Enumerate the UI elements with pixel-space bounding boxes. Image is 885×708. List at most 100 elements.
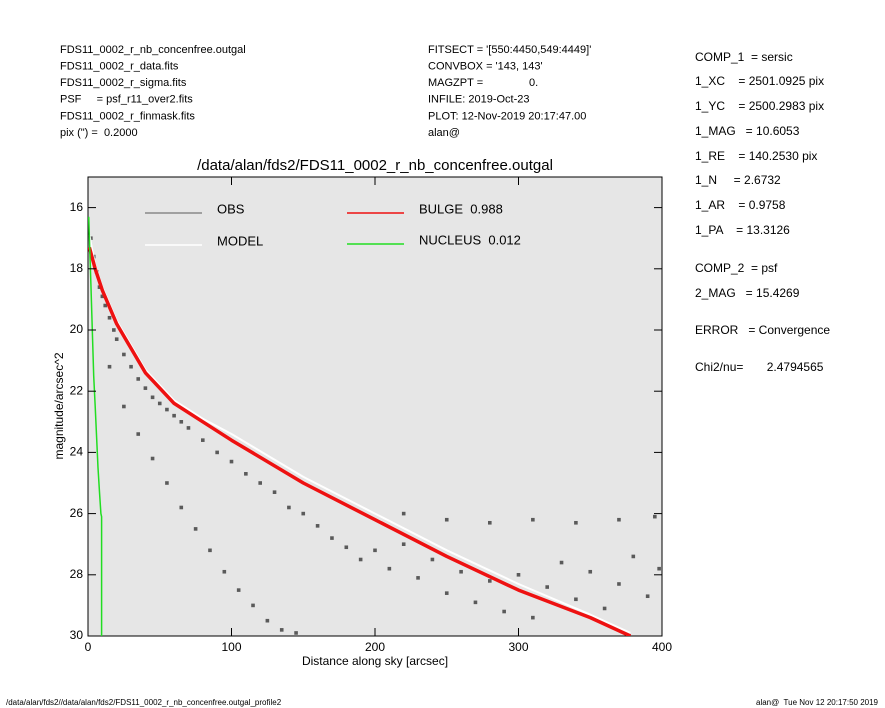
data-point (344, 545, 349, 550)
data-point (488, 579, 492, 583)
data-point (103, 303, 108, 308)
fit-parameter: 1_YC = 2500.2983 pix (695, 99, 824, 113)
data-point (265, 618, 270, 623)
data-point (657, 566, 661, 571)
data-point (150, 395, 155, 400)
data-point (653, 514, 657, 519)
x-tick-label: 400 (652, 640, 672, 654)
profile-line (88, 216, 103, 636)
data-point (179, 505, 184, 510)
data-point (602, 606, 607, 611)
y-axis-label: magnitude/arcsec^2 (52, 352, 66, 459)
data-point (574, 597, 578, 602)
legend-label: MODEL (217, 233, 263, 248)
data-point (107, 364, 112, 369)
data-point (215, 450, 219, 455)
data-point (244, 472, 248, 476)
y-tick-label: 20 (70, 322, 84, 336)
data-point (502, 609, 506, 614)
header-line: FDS11_0002_r_nb_concenfree.outgal (60, 44, 246, 56)
data-point (516, 573, 521, 577)
data-point (172, 413, 176, 418)
fit-parameter: 1_N = 2.6732 (695, 173, 781, 187)
data-point (222, 569, 227, 574)
data-point (631, 554, 636, 559)
data-point (488, 520, 492, 525)
data-point (165, 407, 169, 412)
data-point (315, 524, 320, 528)
data-point (401, 511, 406, 516)
header-line: INFILE: 2019-Oct-23 (428, 94, 530, 106)
fit-parameter: COMP_1 = sersic (695, 50, 793, 64)
y-tick-label: 18 (70, 261, 84, 275)
fit-parameter: 1_PA = 13.3126 (695, 223, 790, 237)
header-line: alan@ (428, 127, 460, 139)
profile-line (88, 246, 632, 636)
data-point (459, 569, 463, 574)
y-tick-label: 24 (70, 445, 84, 459)
y-tick-label: 26 (70, 506, 84, 520)
fit-parameter: 1_XC = 2501.0925 pix (695, 74, 824, 88)
data-point (136, 377, 141, 381)
data-point (444, 517, 449, 522)
data-point (112, 328, 116, 332)
header-line: PLOT: 12-Nov-2019 20:17:47.00 (428, 110, 586, 122)
legend-label: BULGE 0.988 (419, 201, 503, 216)
header-line: FDS11_0002_r_data.fits (60, 61, 179, 73)
data-point (617, 517, 621, 522)
footer-right: alan@ Tue Nov 12 20:17:50 2019 (756, 698, 879, 707)
header-line: FDS11_0002_r_finmask.fits (60, 110, 195, 122)
data-point (201, 438, 205, 442)
fit-parameter: Chi2/nu= 2.4794565 (695, 360, 824, 374)
data-point (416, 576, 420, 580)
header-line: FDS11_0002_r_sigma.fits (60, 77, 187, 89)
data-point (574, 520, 578, 525)
header-line: MAGZPT = 0. (428, 77, 538, 89)
data-point (251, 603, 255, 608)
data-point (179, 420, 184, 424)
x-tick-label: 0 (85, 640, 92, 654)
data-point (208, 548, 212, 553)
data-point (444, 591, 449, 595)
header-line: FITSECT = '[550:4450,549:4449]' (428, 44, 591, 56)
data-point (301, 511, 306, 516)
data-point (122, 352, 126, 357)
data-point (229, 459, 234, 464)
data-point (401, 542, 406, 546)
data-point (279, 628, 284, 632)
data-point (122, 404, 126, 409)
header-line: PSF = psf_r11_over2.fits (60, 94, 193, 106)
data-point (387, 566, 392, 571)
data-point (258, 481, 262, 485)
x-tick-label: 100 (221, 640, 241, 654)
legend-label: NUCLEUS 0.012 (419, 232, 521, 247)
data-point (531, 517, 535, 522)
legend-label: OBS (217, 201, 245, 216)
data-point (114, 337, 119, 341)
data-point (617, 582, 621, 586)
x-tick-label: 200 (365, 640, 385, 654)
data-point (358, 557, 363, 562)
data-point (559, 560, 564, 565)
data-point (136, 432, 141, 436)
data-point (186, 426, 191, 430)
data-point (236, 588, 241, 592)
fit-parameter: 1_AR = 0.9758 (695, 198, 786, 212)
data-point (545, 585, 549, 589)
x-tick-label: 300 (508, 640, 528, 654)
data-point (531, 615, 535, 620)
y-tick-label: 30 (70, 628, 84, 642)
fit-parameter: COMP_2 = psf (695, 261, 778, 275)
header-line: pix (") = 0.2000 (60, 127, 138, 139)
y-tick-label: 22 (70, 383, 84, 397)
plot-area (87, 176, 663, 637)
data-point (645, 594, 650, 599)
data-point (330, 536, 334, 540)
data-point (373, 548, 377, 553)
data-point (107, 315, 112, 320)
fit-parameter: ERROR = Convergence (695, 323, 830, 337)
data-point (100, 294, 105, 299)
data-point (287, 505, 291, 510)
chart-title: /data/alan/fds2/FDS11_0002_r_nb_concenfr… (197, 157, 553, 174)
